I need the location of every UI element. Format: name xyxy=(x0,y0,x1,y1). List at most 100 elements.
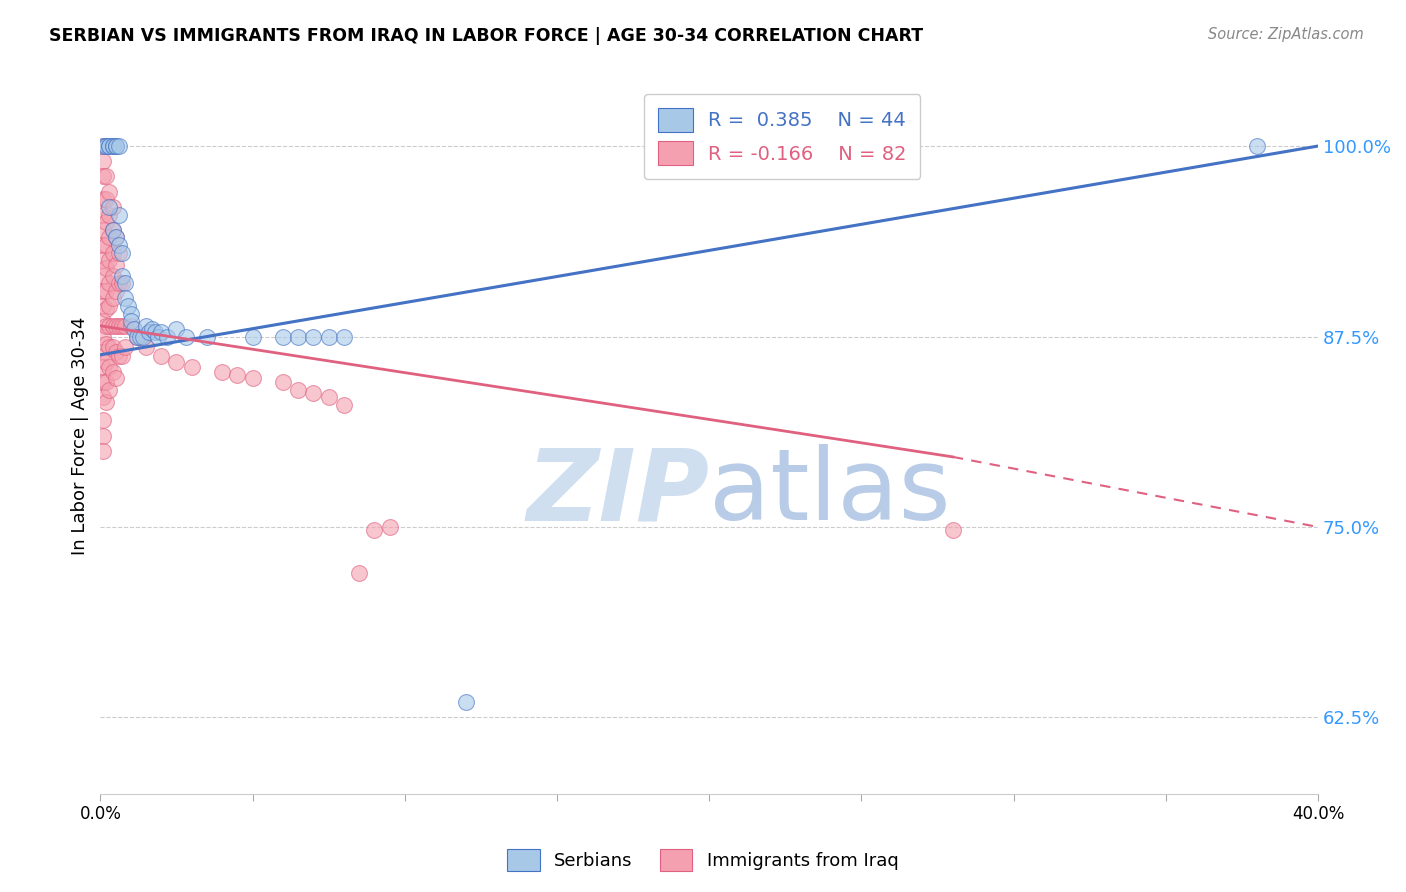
Point xyxy=(378,520,401,534)
Point xyxy=(98,359,121,374)
Point xyxy=(120,314,142,328)
Point xyxy=(138,325,160,339)
Point xyxy=(318,329,340,343)
Point xyxy=(93,139,115,153)
Point xyxy=(114,340,136,354)
Point xyxy=(180,359,202,374)
Point xyxy=(93,192,115,206)
Point xyxy=(98,276,121,290)
Point xyxy=(98,200,121,214)
Point xyxy=(101,245,124,260)
Point xyxy=(96,375,118,389)
Point xyxy=(101,365,124,379)
Point xyxy=(111,318,134,333)
Point xyxy=(96,139,118,153)
Point xyxy=(107,139,129,153)
Point xyxy=(93,139,115,153)
Point xyxy=(107,318,129,333)
Point xyxy=(143,325,166,339)
Point xyxy=(96,337,118,351)
Point xyxy=(107,276,129,290)
Point xyxy=(271,329,294,343)
Point xyxy=(114,276,136,290)
Point xyxy=(98,230,121,244)
Point xyxy=(101,340,124,354)
Point xyxy=(96,301,118,316)
Point xyxy=(107,245,129,260)
Point xyxy=(93,375,115,389)
Legend: R =  0.385    N = 44, R = -0.166    N = 82: R = 0.385 N = 44, R = -0.166 N = 82 xyxy=(644,95,921,178)
Point xyxy=(111,268,134,283)
Point xyxy=(333,398,356,412)
Point xyxy=(114,292,136,306)
Point xyxy=(156,329,179,343)
Point xyxy=(125,329,148,343)
Point xyxy=(98,139,121,153)
Point xyxy=(101,268,124,283)
Point xyxy=(96,192,118,206)
Point xyxy=(96,260,118,275)
Point xyxy=(287,383,309,397)
Point xyxy=(93,359,115,374)
Point xyxy=(174,329,197,343)
Point xyxy=(363,523,385,537)
Point xyxy=(271,375,294,389)
Point xyxy=(93,344,115,359)
Point xyxy=(98,299,121,313)
Point xyxy=(93,391,115,405)
Point xyxy=(98,340,121,354)
Point xyxy=(302,329,325,343)
Point xyxy=(93,299,115,313)
Point xyxy=(98,185,121,199)
Point xyxy=(333,329,356,343)
Point xyxy=(120,318,142,333)
Point xyxy=(287,329,309,343)
Point xyxy=(120,307,142,321)
Point xyxy=(93,314,115,328)
Text: SERBIAN VS IMMIGRANTS FROM IRAQ IN LABOR FORCE | AGE 30-34 CORRELATION CHART: SERBIAN VS IMMIGRANTS FROM IRAQ IN LABOR… xyxy=(49,27,924,45)
Legend: Serbians, Immigrants from Iraq: Serbians, Immigrants from Iraq xyxy=(501,842,905,879)
Point xyxy=(93,268,115,283)
Point xyxy=(135,340,157,354)
Point xyxy=(104,230,127,244)
Point xyxy=(111,276,134,290)
Point xyxy=(93,169,115,184)
Point xyxy=(93,284,115,298)
Point xyxy=(226,368,249,382)
Point xyxy=(104,139,127,153)
Point xyxy=(104,370,127,384)
Point xyxy=(104,139,127,153)
Point xyxy=(166,355,188,369)
Point xyxy=(93,238,115,252)
Point xyxy=(150,325,173,339)
Point xyxy=(111,245,134,260)
Point xyxy=(98,383,121,397)
Point xyxy=(211,365,233,379)
Point xyxy=(98,253,121,268)
Point xyxy=(93,154,115,169)
Point xyxy=(96,169,118,184)
Point xyxy=(1246,139,1268,153)
Y-axis label: In Labor Force | Age 30-34: In Labor Force | Age 30-34 xyxy=(72,317,89,555)
Point xyxy=(195,329,218,343)
Point xyxy=(101,139,124,153)
Point xyxy=(122,322,145,336)
Point xyxy=(98,139,121,153)
Point xyxy=(141,322,163,336)
Point xyxy=(302,385,325,400)
Point xyxy=(148,329,170,343)
Point xyxy=(242,370,264,384)
Point xyxy=(132,329,155,343)
Point xyxy=(93,413,115,427)
Point xyxy=(135,318,157,333)
Point xyxy=(454,695,477,709)
Point xyxy=(942,523,965,537)
Point xyxy=(98,318,121,333)
Point xyxy=(98,208,121,222)
Point xyxy=(111,349,134,363)
Point xyxy=(150,349,173,363)
Point xyxy=(96,238,118,252)
Point xyxy=(96,395,118,409)
Point xyxy=(96,318,118,333)
Point xyxy=(101,223,124,237)
